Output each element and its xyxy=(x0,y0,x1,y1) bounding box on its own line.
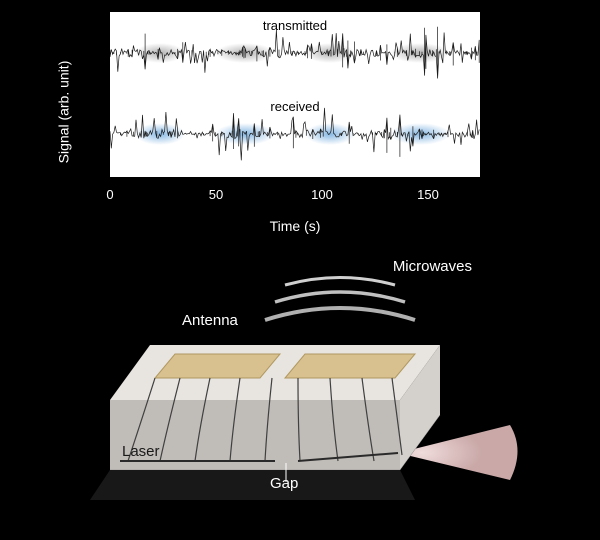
transmitted-label: transmitted xyxy=(263,18,327,33)
antenna-label: Antenna xyxy=(182,312,238,329)
microwaves-label: Microwaves xyxy=(393,258,472,275)
xtick-50: 50 xyxy=(209,187,223,202)
received-label: received xyxy=(270,99,319,114)
chart-ylabel: Signal (arb. unit) xyxy=(55,61,71,164)
gap-label: Gap xyxy=(270,475,298,492)
xtick-150: 150 xyxy=(417,187,439,202)
signal-chart: Signal (arb. unit) transmitted received xyxy=(50,12,490,212)
xtick-0: 0 xyxy=(106,187,113,202)
xtick-100: 100 xyxy=(311,187,333,202)
laser-label: Laser xyxy=(122,443,160,460)
device-diagram: Microwaves Antenna Laser Gap xyxy=(80,250,520,520)
chart-xlabel: Time (s) xyxy=(270,218,321,234)
transmitted-panel: transmitted xyxy=(110,16,480,91)
received-panel: received xyxy=(110,97,480,172)
plot-area: transmitted received xyxy=(110,12,480,177)
device-svg xyxy=(80,250,520,520)
